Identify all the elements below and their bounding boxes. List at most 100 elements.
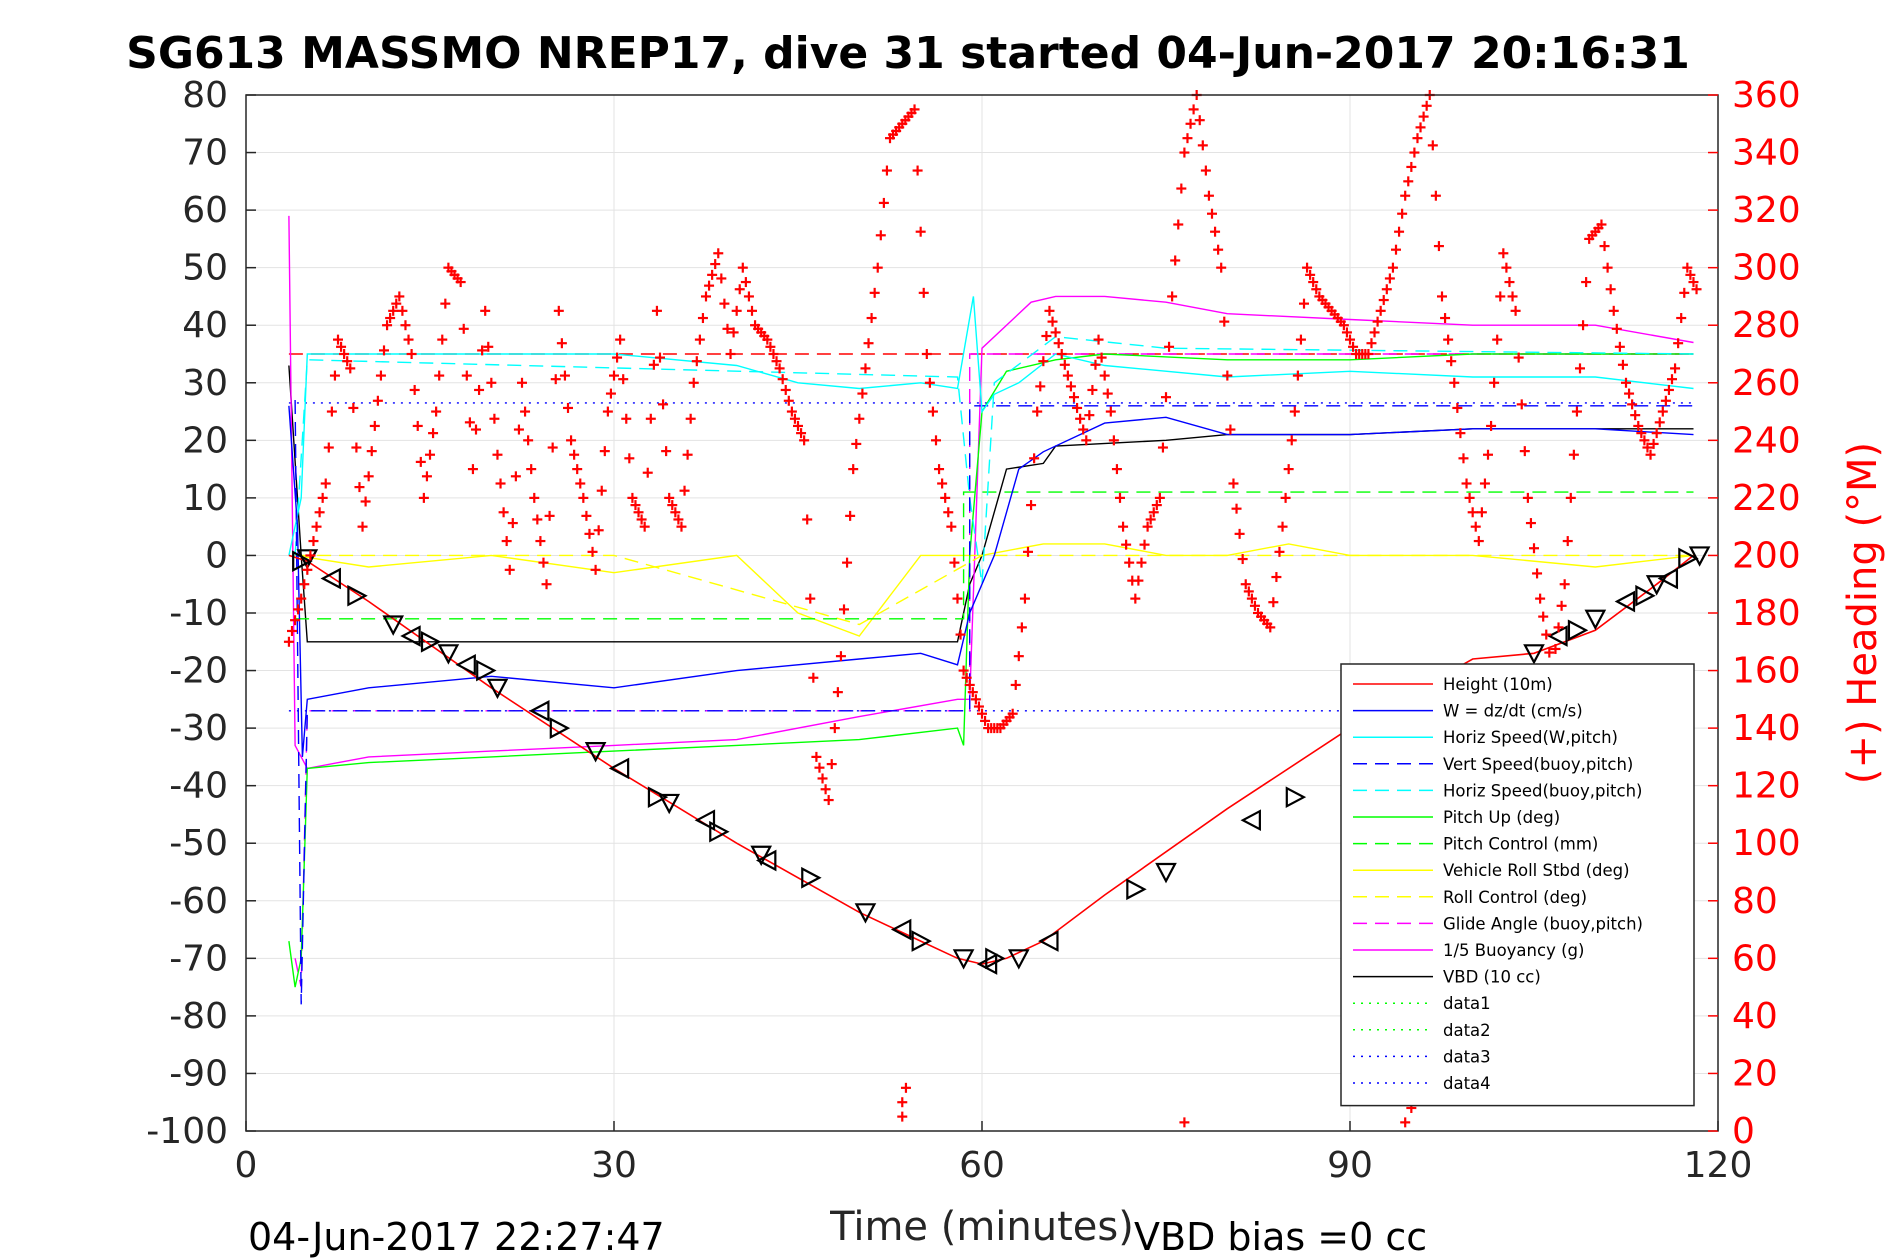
heading-point [366,446,377,457]
heading-point [1311,284,1322,295]
heading-point [1498,248,1509,259]
heading-point [1636,428,1647,439]
heading-point [326,406,337,417]
heading-point [1026,500,1037,511]
depth-marker [486,678,509,700]
heading-point [1289,406,1300,417]
heading-point [1179,147,1190,158]
heading-point [1510,305,1521,316]
heading-point [477,345,488,356]
heading-point [1118,521,1129,532]
heading-point [943,507,954,518]
heading-point [1676,313,1687,324]
y-right-tick-label: 200 [1732,535,1801,576]
heading-point [1400,190,1411,201]
heading-point [1670,363,1681,374]
heading-point [532,514,543,525]
depth-marker [750,845,773,867]
depth-marker [455,653,476,676]
heading-point [627,492,638,503]
heading-point [323,442,334,453]
heading-point [1378,295,1389,306]
depth-marker [1645,575,1668,596]
heading-point [722,323,733,334]
heading-point [461,370,472,381]
heading-point [471,424,481,435]
heading-point [927,406,938,417]
heading-point [645,413,656,424]
heading-point [1522,492,1533,503]
heading-point [379,345,389,356]
heading-point [1400,1117,1411,1128]
heading-point [1059,359,1070,370]
y-left-tick-label: -40 [169,766,228,807]
heading-point [774,363,785,374]
heading-point [1433,241,1444,252]
heading-point [287,625,297,636]
heading-point [734,284,745,295]
depth-marker [1285,786,1307,809]
heading-point [357,521,368,532]
y-right-tick-label: 120 [1732,766,1801,807]
heading-point [1182,133,1193,144]
heading-point [783,395,794,406]
heading-point [1440,313,1451,324]
heading-point [1185,118,1196,129]
heading-point [1532,568,1543,579]
heading-point [1581,277,1592,288]
heading-point [302,564,313,575]
heading-point [1087,384,1098,395]
y-right-tick-label: 300 [1732,248,1801,289]
heading-point [878,197,889,208]
footer-vbd-bias: VBD bias =0 cc [1134,1215,1427,1259]
heading-point [1108,435,1119,446]
legend-label: Roll Control (deg) [1443,888,1587,907]
heading-point [1271,572,1282,583]
series-line-vert-speed-buoy-pitch- [294,399,1694,1005]
heading-point [369,420,380,431]
heading-point [1611,323,1622,334]
heading-point [845,510,856,521]
heading-point [391,298,402,309]
heading-point [526,464,537,475]
heading-point [1200,165,1211,176]
depth-marker [694,809,716,832]
heading-point [1176,183,1187,194]
footer-timestamp: 04-Jun-2017 22:27:47 [248,1215,665,1259]
heading-point [1397,208,1408,219]
heading-point [602,406,613,417]
heading-point [658,399,669,410]
heading-point [918,287,929,298]
heading-point [1372,316,1383,327]
legend-label: data4 [1443,1074,1491,1093]
series-line-horiz-speed-w-pitch- [288,296,1694,556]
heading-point [489,413,500,424]
heading-point [958,665,969,676]
legend-label: data1 [1443,994,1491,1013]
heading-point [1529,543,1539,554]
heading-point [651,305,662,316]
depth-marker [1523,644,1545,665]
heading-point [1596,219,1607,230]
heading-point [486,377,497,388]
heading-point [1562,536,1573,547]
heading-point [1164,341,1175,352]
depth-marker [1614,590,1636,613]
heading-point [1249,600,1260,611]
heading-point [940,492,951,503]
heading-point [796,428,807,439]
heading-point [400,320,411,331]
heading-point [1044,305,1055,316]
heading-point [937,478,948,489]
heading-point [388,305,399,316]
heading-point [523,435,534,446]
heading-point [1691,284,1702,295]
heading-point [952,593,963,604]
heading-point [329,370,340,381]
heading-point [1041,331,1052,342]
heading-point [1627,399,1638,410]
heading-point [1568,449,1579,460]
depth-marker [647,786,669,809]
heading-point [1302,262,1313,273]
heading-point [1556,600,1567,611]
